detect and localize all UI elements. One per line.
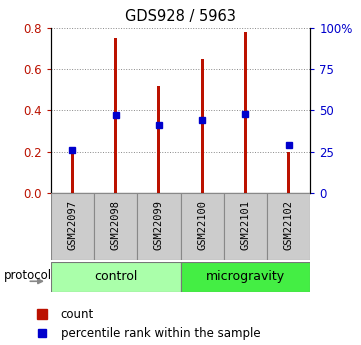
Text: GSM22098: GSM22098 bbox=[110, 200, 121, 250]
Bar bbox=[224, 193, 267, 260]
Text: GSM22101: GSM22101 bbox=[240, 200, 251, 250]
Bar bbox=[51, 262, 180, 292]
Bar bbox=[287, 152, 290, 193]
Bar bbox=[94, 193, 137, 260]
Bar bbox=[137, 193, 180, 260]
Text: GSM22099: GSM22099 bbox=[154, 200, 164, 250]
Bar bbox=[201, 59, 204, 193]
Bar bbox=[180, 193, 224, 260]
Bar bbox=[114, 38, 117, 193]
Bar bbox=[180, 262, 310, 292]
Text: GSM22097: GSM22097 bbox=[67, 200, 77, 250]
Title: GDS928 / 5963: GDS928 / 5963 bbox=[125, 9, 236, 24]
Text: percentile rank within the sample: percentile rank within the sample bbox=[61, 327, 260, 340]
Text: control: control bbox=[94, 270, 137, 283]
Bar bbox=[157, 86, 160, 193]
Text: GSM22102: GSM22102 bbox=[284, 200, 294, 250]
Bar bbox=[71, 152, 74, 193]
Bar bbox=[51, 193, 94, 260]
Text: GSM22100: GSM22100 bbox=[197, 200, 207, 250]
Bar bbox=[267, 193, 310, 260]
Text: protocol: protocol bbox=[4, 269, 52, 282]
Bar bbox=[244, 32, 247, 193]
Text: microgravity: microgravity bbox=[206, 270, 285, 283]
Text: count: count bbox=[61, 308, 94, 321]
